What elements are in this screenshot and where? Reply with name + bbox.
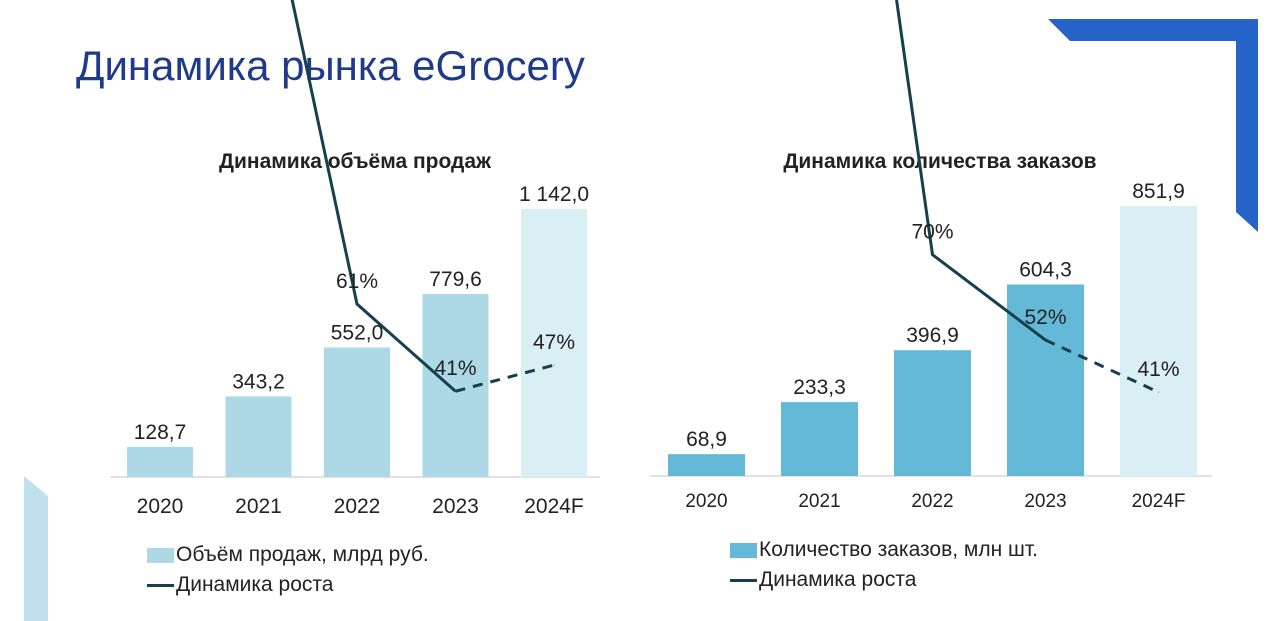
chart-plot: 68,9 2020 233,3 2021 396,9 2022 604,3 2023 851,9… [650,0,1212,512]
legend-swatch [730,542,757,558]
legend-item-line: Динамика роста [147,570,429,600]
growth-label: 41% [434,357,476,380]
legend-item-bars: Объём продаж, млрд руб. [147,540,429,570]
bar [127,446,193,477]
bar-value-label: 552,0 [331,321,384,344]
top-right-corner-accent [1048,19,1258,232]
growth-point [1158,391,1159,393]
legend-swatch [147,547,174,563]
bar [894,350,971,476]
bar [1120,206,1197,476]
bar-value-label: 396,9 [906,324,959,347]
bar-value-label: 1 142,0 [519,183,589,206]
legend-item-line: Динамика роста [730,565,1038,595]
chart-legend: Объём продаж, млрд руб. Динамика роста [147,540,429,600]
bar-value-label: 68,9 [686,428,727,451]
chart-legend: Количество заказов, млн шт. Динамика рос… [730,535,1038,595]
growth-point [356,303,358,305]
growth-label: 47% [533,331,575,354]
growth-point [1045,339,1046,341]
chart-plot: 128,7 2020 343,2 2021 552,0 2022 779,6 2023 1 14… [110,0,600,518]
x-tick-label: 2023 [1024,491,1066,512]
legend-label: Динамика роста [176,573,334,596]
x-tick-label: 2023 [432,495,479,518]
orders-count-chart: Динамика количества заказов 68,9 2020 233,… [650,0,1230,621]
x-tick-label: 2022 [911,491,953,512]
bar [225,396,292,477]
growth-point [553,364,555,366]
bar [521,209,587,477]
x-tick-label: 2020 [137,495,184,518]
growth-point [455,390,456,392]
legend-item-bars: Количество заказов, млн шт. [730,535,1038,565]
bar [324,347,390,477]
x-tick-label: 2024F [524,495,584,518]
bar [781,402,858,476]
bar-value-label: 604,3 [1019,258,1072,281]
legend-label: Динамика роста [759,568,917,591]
page-title: Динамика рынка eGrocery [76,42,585,89]
growth-label: 70% [911,221,953,244]
bar [1007,284,1084,476]
x-tick-label: 2021 [798,491,840,512]
growth-line-forecast [1044,338,1160,394]
x-tick-label: 2022 [334,495,381,518]
legend-swatch [730,578,757,582]
left-side-accent [24,476,48,621]
bar [668,454,745,476]
growth-label: 61% [336,270,378,293]
growth-label: 52% [1024,306,1066,329]
x-tick-label: 2021 [235,495,282,518]
bar-value-label: 343,2 [232,370,285,393]
growth-label: 41% [1137,358,1179,381]
sales-volume-chart: Динамика объёма продаж 128,7 2020 343,2 202… [100,0,610,621]
legend-label: Объём продаж, млрд руб. [176,543,429,566]
x-tick-label: 2024F [1132,491,1186,512]
bar-value-label: 233,3 [793,376,846,399]
legend-swatch [147,583,174,587]
chart-title: Динамика объёма продаж [219,150,491,173]
bar-value-label: 779,6 [429,268,482,291]
growth-point [932,254,933,256]
bar-value-label: 128,7 [134,421,187,444]
chart-title: Динамика количества заказов [783,150,1097,173]
legend-label: Количество заказов, млн шт. [759,538,1038,561]
x-tick-label: 2020 [685,491,727,512]
bar-value-label: 851,9 [1132,180,1185,203]
